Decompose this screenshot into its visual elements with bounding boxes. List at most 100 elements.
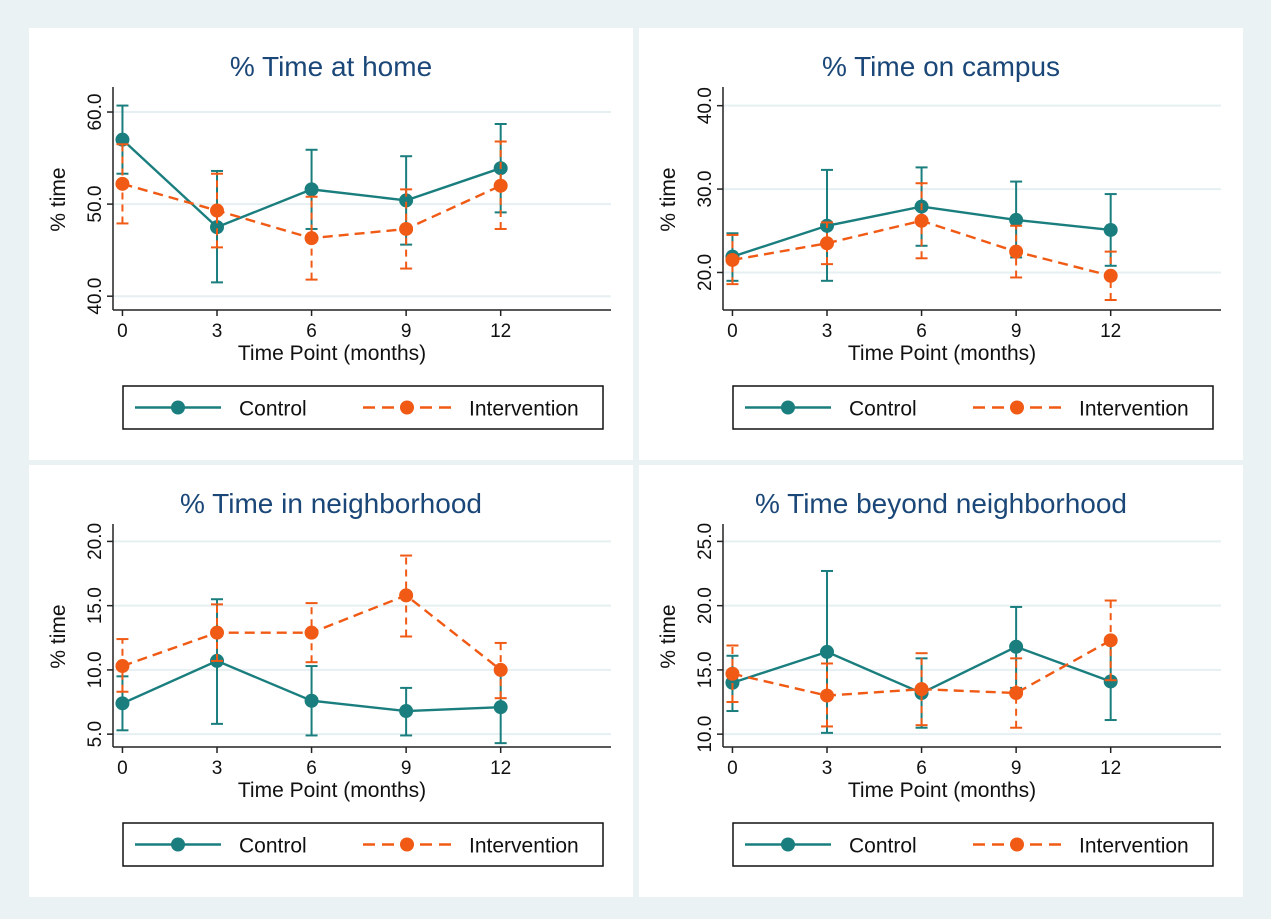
y-tick-label: 10.0: [695, 716, 716, 753]
x-tick-label: 12: [490, 321, 511, 342]
x-tick-label: 9: [1011, 758, 1022, 779]
data-point: [210, 220, 225, 235]
y-axis-label: % time: [657, 604, 680, 668]
x-tick-label: 9: [401, 758, 412, 779]
data-point: [820, 644, 835, 659]
legend-label-control: Control: [239, 398, 307, 421]
data-point: [914, 213, 929, 228]
data-point: [399, 704, 414, 719]
data-point: [493, 700, 508, 715]
y-tick-label: 15.0: [695, 651, 716, 688]
panel-time-on-campus: % Time on campus 20.0 30.0 40.0 0 3 6 9 12 % time…: [639, 28, 1243, 460]
data-point: [1103, 268, 1118, 283]
chart-title: % Time beyond neighborhood: [755, 488, 1127, 519]
legend-label-control: Control: [849, 398, 917, 421]
chart-title: % Time in neighborhood: [180, 488, 482, 519]
y-tick-label: 30.0: [695, 171, 716, 208]
data-point: [399, 221, 414, 236]
x-tick-label: 0: [727, 321, 738, 342]
legend-marker-intervention: [1010, 400, 1024, 415]
data-point: [1009, 212, 1024, 227]
data-point: [914, 682, 929, 697]
y-tick-label: 40.0: [695, 87, 716, 124]
x-tick-label: 0: [117, 758, 128, 779]
data-point: [115, 132, 130, 147]
data-point: [1103, 222, 1118, 237]
legend-marker-intervention: [400, 400, 414, 415]
data-point: [210, 625, 225, 640]
chart-time-at-home: % Time at home 40.0 50.0 60.0 0 3 6 9 12 % time Ti…: [47, 51, 611, 430]
data-point: [725, 252, 740, 267]
x-tick-label: 3: [822, 321, 833, 342]
data-point: [1009, 639, 1024, 654]
y-tick-label: 50.0: [85, 186, 106, 223]
x-tick-label: 6: [916, 758, 927, 779]
x-tick-label: 6: [306, 321, 317, 342]
data-point: [725, 666, 740, 681]
x-tick-label: 12: [1100, 758, 1121, 779]
y-tick-label: 40.0: [85, 278, 106, 315]
legend-marker-control: [171, 400, 185, 415]
y-tick-label: 20.0: [85, 523, 106, 560]
legend-marker-intervention: [400, 837, 414, 852]
data-point: [304, 182, 319, 197]
data-point: [399, 588, 414, 603]
x-tick-label: 12: [1100, 321, 1121, 342]
data-point: [399, 193, 414, 208]
legend-marker-control: [781, 837, 795, 852]
x-tick-label: 0: [117, 321, 128, 342]
chart-time-in-neighborhood: % Time in neighborhood 5.0 10.0 15.0 20.0 0 3 6…: [47, 488, 611, 867]
x-tick-label: 3: [212, 321, 223, 342]
data-point: [1009, 686, 1024, 701]
x-tick-label: 9: [401, 321, 412, 342]
series-intervention: [115, 140, 508, 281]
data-point: [493, 178, 508, 193]
plot-area: [113, 89, 611, 310]
series-intervention: [725, 599, 1118, 729]
x-tick-label: 6: [916, 321, 927, 342]
data-point: [304, 625, 319, 640]
legend: Control Intervention: [732, 822, 1214, 867]
data-point: [493, 662, 508, 677]
x-axis-label: Time Point (months): [848, 342, 1036, 365]
chart-title: % Time at home: [230, 51, 432, 82]
legend-label-intervention: Intervention: [469, 835, 579, 858]
x-axis-label: Time Point (months): [238, 342, 426, 365]
plot-area: [723, 89, 1221, 310]
panel-time-at-home: % Time at home 40.0 50.0 60.0 0 3 6 9 12 % time Ti…: [29, 28, 633, 460]
legend-label-intervention: Intervention: [1079, 398, 1189, 421]
data-point: [304, 693, 319, 708]
data-point: [1103, 633, 1118, 648]
plot-area: [113, 526, 611, 747]
data-point: [820, 236, 835, 251]
data-point: [210, 203, 225, 218]
legend: Control Intervention: [732, 385, 1214, 430]
legend: Control Intervention: [122, 822, 604, 867]
data-point: [115, 659, 130, 674]
y-tick-label: 5.0: [85, 721, 106, 747]
y-tick-label: 25.0: [695, 523, 716, 560]
legend: Control Intervention: [122, 385, 604, 430]
panel-time-beyond-neighborhood: % Time beyond neighborhood 10.0 15.0 20.0 25…: [639, 465, 1243, 897]
data-point: [1103, 674, 1118, 689]
x-tick-label: 12: [490, 758, 511, 779]
x-tick-label: 3: [212, 758, 223, 779]
chart-time-on-campus: % Time on campus 20.0 30.0 40.0 0 3 6 9 12 % time…: [657, 51, 1221, 430]
data-point: [1009, 244, 1024, 259]
series-control: [115, 598, 508, 745]
series-intervention: [725, 182, 1118, 301]
y-axis-label: % time: [47, 167, 70, 231]
data-point: [820, 688, 835, 703]
legend-label-intervention: Intervention: [469, 398, 579, 421]
data-point: [304, 231, 319, 246]
legend-marker-control: [171, 837, 185, 852]
data-point: [115, 176, 130, 191]
series-intervention: [115, 554, 508, 700]
panel-time-in-neighborhood: % Time in neighborhood 5.0 10.0 15.0 20.0 0 3 6…: [29, 465, 633, 897]
x-axis-label: Time Point (months): [238, 779, 426, 802]
x-tick-label: 3: [822, 758, 833, 779]
legend-marker-control: [781, 400, 795, 415]
y-tick-label: 20.0: [695, 254, 716, 291]
x-tick-label: 0: [727, 758, 738, 779]
